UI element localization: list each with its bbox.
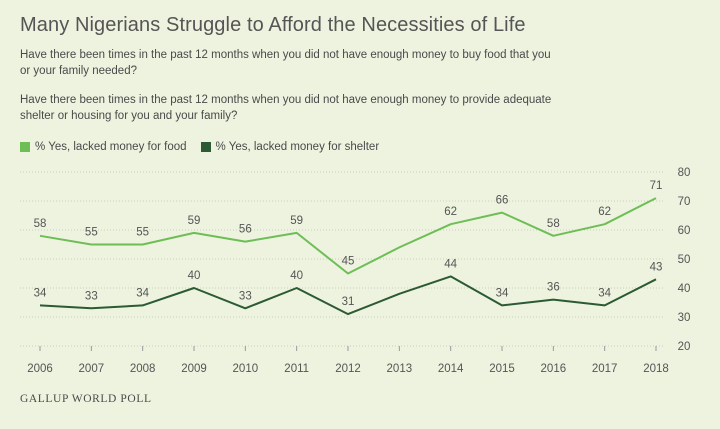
x-tick-label-2012: 2012 — [335, 363, 361, 375]
x-tick-label-2015: 2015 — [489, 363, 515, 375]
y-tick-label-20: 20 — [678, 341, 691, 353]
legend: % Yes, lacked money for food % Yes, lack… — [20, 141, 393, 153]
data-label-shelter-2017: 34 — [598, 287, 611, 299]
data-label-food-2008: 55 — [136, 227, 149, 239]
data-label-shelter-2011: 40 — [290, 270, 303, 282]
data-label-shelter-2012: 31 — [342, 296, 355, 308]
y-tick-label-80: 80 — [678, 167, 691, 179]
legend-swatch-shelter — [200, 142, 211, 152]
x-tick-label-2006: 2006 — [27, 363, 53, 375]
data-label-shelter-2009: 40 — [188, 270, 201, 282]
x-tick-label-2017: 2017 — [592, 363, 618, 375]
data-label-food-2009: 59 — [188, 215, 201, 227]
chart-title: Many Nigerians Struggle to Afford the Ne… — [20, 14, 526, 36]
data-label-food-2006: 58 — [34, 218, 47, 230]
question-food: Have there been times in the past 12 mon… — [20, 49, 551, 77]
x-tick-label-2009: 2009 — [181, 363, 207, 375]
data-label-shelter-2016: 36 — [547, 282, 560, 294]
data-label-food-2014: 62 — [444, 206, 457, 218]
x-tick-label-2016: 2016 — [541, 363, 567, 375]
legend-label-food: % Yes, lacked money for food — [35, 141, 187, 153]
legend-item-food: % Yes, lacked money for food — [20, 141, 187, 153]
y-tick-label-40: 40 — [678, 283, 691, 295]
data-label-shelter-2010: 33 — [239, 290, 252, 302]
x-tick-label-2014: 2014 — [438, 363, 464, 375]
data-label-food-2017: 62 — [598, 206, 611, 218]
data-label-food-2012: 45 — [342, 256, 355, 268]
x-tick-label-2010: 2010 — [233, 363, 259, 375]
legend-label-shelter: % Yes, lacked money for shelter — [215, 141, 380, 153]
x-tick-label-2007: 2007 — [79, 363, 105, 375]
x-tick-label-2018: 2018 — [643, 363, 669, 375]
data-label-shelter-2014: 44 — [444, 258, 457, 270]
legend-swatch-food — [20, 142, 30, 152]
legend-item-shelter: % Yes, lacked money for shelter — [200, 141, 380, 153]
data-label-shelter-2008: 34 — [136, 287, 149, 299]
data-label-food-2010: 56 — [239, 224, 252, 236]
y-tick-label-60: 60 — [678, 225, 691, 237]
question-shelter: Have there been times in the past 12 mon… — [20, 94, 552, 122]
x-tick-label-2013: 2013 — [387, 363, 413, 375]
data-label-shelter-2006: 34 — [34, 287, 47, 299]
data-label-shelter-2018: 43 — [650, 261, 663, 273]
x-tick-label-2011: 2011 — [284, 363, 309, 375]
y-tick-label-30: 30 — [678, 312, 691, 324]
data-label-food-2018: 71 — [650, 180, 663, 192]
data-label-food-2007: 55 — [85, 227, 98, 239]
y-tick-label-70: 70 — [678, 196, 691, 208]
source-note: GALLUP WORLD POLL — [20, 393, 152, 405]
data-label-food-2015: 66 — [496, 195, 509, 207]
series-line-shelter — [39, 275, 657, 316]
y-tick-label-50: 50 — [678, 254, 691, 266]
data-label-shelter-2007: 33 — [85, 290, 98, 302]
data-label-food-2011: 59 — [290, 215, 303, 227]
data-label-food-2016: 58 — [547, 218, 560, 230]
series-line-food — [39, 197, 657, 275]
x-tick-label-2008: 2008 — [130, 363, 156, 375]
data-label-shelter-2015: 34 — [496, 287, 509, 299]
